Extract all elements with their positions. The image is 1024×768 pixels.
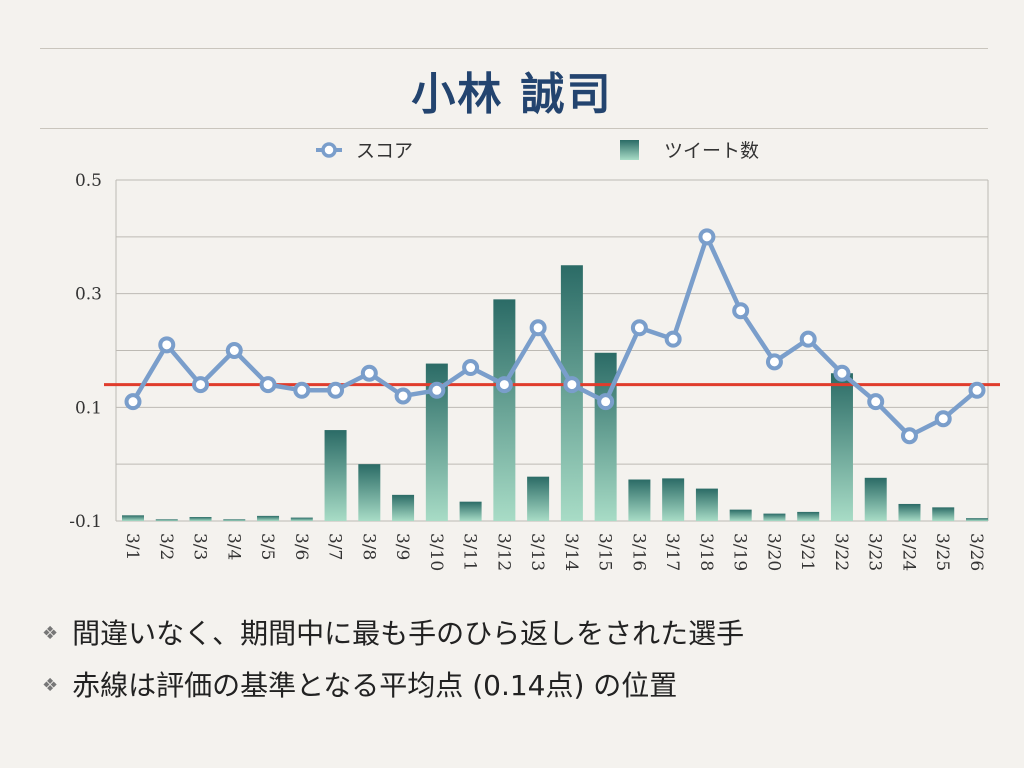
score-point xyxy=(360,364,378,382)
x-tick-label: 3/16 xyxy=(628,533,648,571)
score-point xyxy=(225,342,243,359)
score-point xyxy=(563,376,581,394)
y-tick-label: 0.5 xyxy=(75,171,102,191)
bullet-item-1: ❖ 間違いなく、期間中に最も手のひら返しをされた選手 xyxy=(42,612,744,652)
x-tick-label: 3/8 xyxy=(358,533,378,560)
score-point xyxy=(630,319,648,337)
x-tick-label: 3/25 xyxy=(932,533,952,571)
tweet-bar xyxy=(324,430,347,521)
x-tick-label: 3/12 xyxy=(493,533,513,571)
tweet-bar xyxy=(695,488,718,521)
score-point xyxy=(597,393,615,411)
tweet-bar xyxy=(763,513,786,521)
tweet-bar xyxy=(662,478,685,521)
tweet-bar xyxy=(493,299,516,521)
tweet-bar xyxy=(560,265,583,521)
x-tick-label: 3/9 xyxy=(392,533,412,560)
diamond-cluster-icon: ❖ xyxy=(42,623,59,644)
score-point xyxy=(327,381,345,399)
tweet-bar xyxy=(898,503,921,521)
score-point xyxy=(867,393,885,411)
tweet-bar xyxy=(966,518,988,521)
bullet-text-1: 間違いなく、期間中に最も手のひら返しをされた選手 xyxy=(72,617,745,650)
score-point xyxy=(765,353,783,371)
y-tick-label: 0.3 xyxy=(75,285,102,305)
score-point xyxy=(192,376,210,394)
y-tick-label: 0.1 xyxy=(75,398,102,418)
x-tick-label: 3/15 xyxy=(595,533,615,571)
x-tick-label: 3/22 xyxy=(831,533,851,571)
score-point xyxy=(462,359,480,377)
tweet-bar xyxy=(223,519,246,521)
legend-score-marker xyxy=(321,142,337,158)
score-point xyxy=(394,387,412,405)
legend-score-label: スコア xyxy=(356,140,414,162)
tweet-bar xyxy=(594,352,617,521)
legend-tweets-swatch xyxy=(620,140,639,160)
tweet-bar xyxy=(864,477,887,521)
x-tick-label: 3/3 xyxy=(190,533,210,560)
tweet-bar xyxy=(797,511,820,521)
score-point xyxy=(664,330,682,348)
x-tick-label: 3/2 xyxy=(156,533,176,560)
x-tick-label: 3/21 xyxy=(797,533,817,571)
tweet-bar xyxy=(392,494,415,521)
tweet-bar xyxy=(459,501,482,521)
tweet-bar xyxy=(932,507,955,521)
page-title: 小林 誠司 xyxy=(411,69,613,120)
score-point xyxy=(124,393,142,411)
x-tick-label: 3/10 xyxy=(426,533,446,571)
legend-tweets-label: ツイート数 xyxy=(664,140,760,162)
score-point xyxy=(968,381,986,399)
score-point xyxy=(259,376,277,394)
x-tick-label: 3/7 xyxy=(325,533,345,560)
top-divider xyxy=(40,48,988,49)
title-divider xyxy=(40,128,988,129)
x-tick-label: 3/18 xyxy=(696,533,716,571)
tweet-bar xyxy=(729,509,752,521)
score-tweet-chart: 0.5 0.3 0.1 -0.1 3/1 3/2 3/3 3/4 3/5 3/6 3/7 3/8 3/9… xyxy=(69,140,1000,571)
x-tick-label: 3/5 xyxy=(257,533,277,560)
tweet-bar xyxy=(122,515,144,521)
tweet-bar xyxy=(290,517,313,521)
diamond-cluster-icon: ❖ xyxy=(42,675,59,696)
x-tick-label: 3/23 xyxy=(865,533,885,571)
score-point xyxy=(428,381,446,399)
score-point xyxy=(529,319,547,337)
x-tick-label: 3/17 xyxy=(662,533,682,571)
score-point xyxy=(833,364,851,382)
x-tick-label: 3/13 xyxy=(527,533,547,571)
score-point xyxy=(495,376,513,394)
score-point xyxy=(293,381,311,399)
bullet-text-2: 赤線は評価の基準となる平均点 (0.14点) の位置 xyxy=(72,669,678,702)
score-point xyxy=(900,427,918,445)
bullet-item-2: ❖ 赤線は評価の基準となる平均点 (0.14点) の位置 xyxy=(42,664,677,704)
score-point xyxy=(732,302,750,320)
x-tick-label: 3/26 xyxy=(966,533,986,571)
tweet-bar xyxy=(189,517,212,521)
tweet-bar xyxy=(527,476,550,521)
x-tick-label: 3/14 xyxy=(561,533,581,571)
x-tick-label: 3/6 xyxy=(291,533,311,560)
score-point xyxy=(698,228,716,246)
x-tick-label: 3/20 xyxy=(763,533,783,571)
x-tick-label: 3/4 xyxy=(223,533,243,560)
tweet-bar xyxy=(257,515,280,521)
x-tick-label: 3/19 xyxy=(730,533,750,571)
score-point xyxy=(799,330,817,348)
tweet-bar xyxy=(155,519,178,521)
score-point xyxy=(158,336,176,354)
y-tick-label: -0.1 xyxy=(69,512,102,532)
tweet-bar xyxy=(425,363,448,521)
tweet-bar xyxy=(358,464,381,521)
x-tick-label: 3/24 xyxy=(898,533,918,571)
x-tick-label: 3/11 xyxy=(460,533,480,571)
tweet-bar xyxy=(628,479,651,521)
x-tick-label: 3/1 xyxy=(122,533,142,560)
score-point xyxy=(934,410,952,428)
tweet-bar xyxy=(830,373,853,521)
